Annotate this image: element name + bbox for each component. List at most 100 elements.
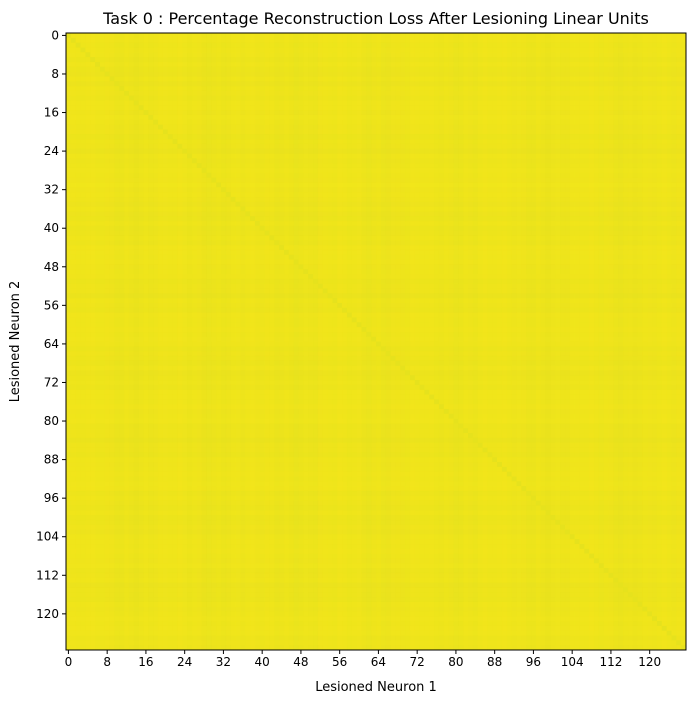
y-tick-label: 104 — [36, 530, 59, 544]
heatmap-column — [148, 33, 154, 650]
heatmap-row — [66, 216, 686, 222]
heatmap-diagonal-cell — [419, 384, 425, 390]
heatmap-column — [342, 33, 348, 650]
heatmap-column — [221, 33, 227, 650]
heatmap-column — [298, 33, 304, 650]
heatmap-diagonal-cell — [666, 630, 672, 636]
y-tick-label: 64 — [44, 337, 59, 351]
heatmap-diagonal-cell — [191, 158, 197, 164]
heatmap-diagonal-cell — [564, 529, 570, 535]
heatmap-row — [66, 264, 686, 269]
x-axis-label: Lesioned Neuron 1 — [315, 680, 437, 695]
heatmap-row — [66, 307, 686, 313]
heatmap-diagonal-cell — [109, 76, 115, 82]
heatmap-column — [172, 33, 178, 650]
heatmap-row — [66, 625, 686, 631]
heatmap-diagonal-cell — [225, 192, 231, 197]
heatmap-column — [225, 33, 231, 650]
heatmap-row — [66, 33, 686, 39]
heatmap-diagonal-cell — [453, 418, 459, 424]
heatmap-row — [66, 587, 686, 593]
heatmap-row — [66, 572, 686, 578]
heatmap-diagonal-cell — [443, 408, 449, 414]
heatmap-diagonal-cell — [371, 336, 376, 342]
heatmap-diagonal-cell — [511, 476, 517, 482]
heatmap-column — [356, 33, 362, 650]
heatmap-column — [540, 33, 546, 650]
heatmap-row — [66, 553, 686, 559]
heatmap-row — [66, 288, 686, 294]
heatmap-column — [332, 33, 338, 650]
heatmap-column — [637, 33, 643, 650]
heatmap-diagonal-cell — [623, 587, 628, 593]
heatmap-column — [608, 33, 614, 650]
heatmap-row — [66, 278, 686, 284]
heatmap-column — [593, 33, 600, 650]
heatmap-diagonal-cell — [85, 52, 91, 58]
heatmap-row — [66, 630, 686, 636]
y-tick-label: 96 — [44, 491, 59, 505]
heatmap-diagonal-cell — [497, 462, 502, 467]
heatmap-row — [66, 476, 686, 481]
heatmap-column — [555, 33, 561, 650]
heatmap-diagonal-cell — [346, 312, 352, 318]
heatmap-row — [66, 394, 686, 400]
heatmap-row — [66, 616, 686, 622]
heatmap-diagonal-cell — [342, 307, 347, 313]
heatmap-row — [66, 154, 686, 159]
heatmap-column — [70, 33, 76, 650]
heatmap-row — [66, 408, 686, 415]
heatmap-row — [66, 471, 686, 477]
heatmap-row — [66, 346, 686, 352]
heatmap-diagonal-cell — [390, 355, 396, 361]
heatmap-row — [66, 259, 686, 265]
heatmap-column — [274, 33, 280, 650]
heatmap-row — [66, 269, 686, 274]
heatmap-row — [66, 466, 686, 472]
y-tick-label: 32 — [44, 183, 59, 197]
heatmap-row — [66, 240, 686, 246]
heatmap-diagonal-cell — [177, 143, 183, 149]
y-tick-label: 48 — [44, 260, 59, 274]
heatmap-row — [66, 158, 686, 164]
heatmap-diagonal-cell — [250, 216, 255, 221]
x-tick-label: 16 — [138, 655, 153, 669]
heatmap-row — [66, 443, 686, 448]
heatmap-row — [66, 563, 686, 569]
heatmap-diagonal-cell — [298, 264, 304, 270]
heatmap-row — [66, 245, 686, 251]
heatmap-diagonal-cell — [303, 269, 309, 275]
heatmap-row — [66, 322, 686, 328]
heatmap-diagonal-cell — [482, 447, 488, 453]
heatmap-diagonal-cell — [531, 495, 536, 501]
heatmap-diagonal-cell — [376, 341, 381, 347]
heatmap-row — [66, 90, 686, 96]
heatmap-diagonal-cell — [66, 33, 71, 38]
heatmap-row — [66, 423, 686, 429]
heatmap-column — [385, 33, 391, 650]
heatmap-row — [66, 544, 686, 549]
heatmap-row — [66, 640, 686, 646]
heatmap-diagonal-cell — [632, 596, 638, 602]
heatmap-diagonal-cell — [409, 375, 415, 381]
heatmap-column — [584, 33, 590, 650]
heatmap-row — [66, 635, 686, 641]
heatmap-diagonal-cell — [293, 259, 299, 265]
heatmap-diagonal-cell — [676, 640, 682, 646]
heatmap-diagonal-cell — [477, 442, 483, 448]
heatmap-diagonal-cell — [516, 481, 522, 487]
heatmap-diagonal-cell — [128, 95, 134, 101]
y-tick-label: 112 — [36, 568, 59, 582]
heatmap-column — [196, 33, 202, 650]
heatmap-row — [66, 196, 686, 202]
heatmap-column — [308, 33, 314, 650]
heatmap-diagonal-cell — [70, 37, 76, 43]
heatmap-diagonal-cell — [550, 515, 556, 520]
heatmap-diagonal-cell — [259, 225, 265, 231]
heatmap-column — [250, 33, 256, 650]
heatmap-row — [66, 481, 686, 487]
heatmap-column — [434, 33, 440, 650]
heatmap-diagonal-cell — [313, 278, 318, 284]
heatmap-row — [66, 283, 686, 289]
heatmap-row — [66, 86, 686, 91]
